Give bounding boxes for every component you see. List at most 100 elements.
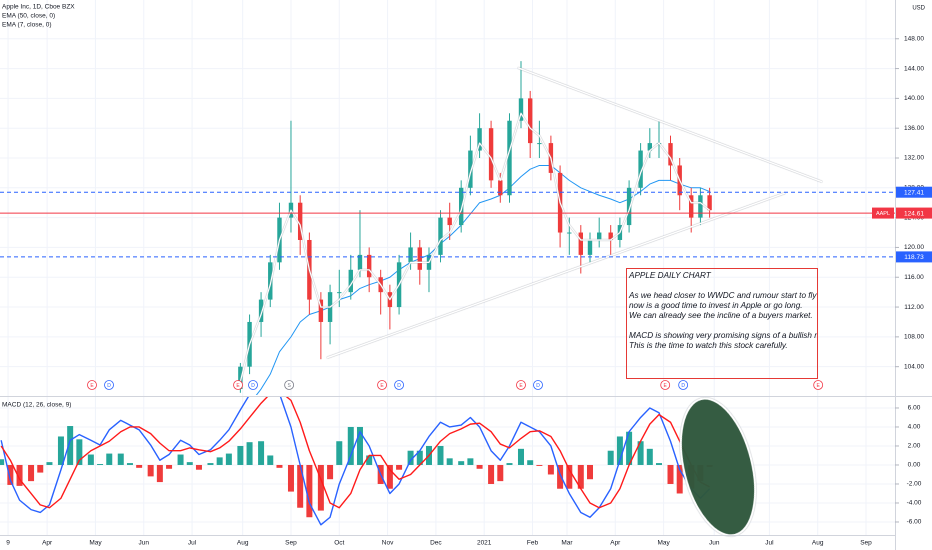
ema-line — [239, 112, 710, 382]
annotation-line: now is a good time to invest in Apple or… — [629, 301, 803, 310]
candle-body — [596, 232, 602, 240]
histogram-bar — [527, 460, 534, 465]
histogram-bar — [207, 463, 214, 465]
trendline — [517, 67, 823, 183]
legend-entry: EMA (50, close, 0) — [2, 13, 55, 20]
histogram-bar — [656, 463, 663, 465]
x-tick-label: Dec — [430, 540, 442, 547]
event-label: D — [107, 383, 111, 389]
y-tick-label: 4.00 — [908, 424, 921, 431]
event-marker — [516, 380, 526, 390]
x-tick-label: Sep — [285, 540, 297, 547]
candle-body — [498, 180, 503, 196]
candle-body — [527, 98, 533, 144]
histogram-bar — [517, 448, 524, 465]
x-tick-label: Oct — [334, 540, 344, 547]
histogram-bar — [458, 461, 465, 465]
y-tick-label: -2.00 — [907, 481, 922, 488]
histogram-bar — [336, 441, 343, 465]
histogram-bar — [195, 464, 202, 470]
y-tick-label: 136.00 — [904, 125, 924, 132]
histogram-bar — [566, 464, 573, 489]
y-tick-label: 108.00 — [904, 334, 924, 341]
histogram-bar — [216, 457, 223, 465]
x-tick-label: Nov — [382, 540, 394, 547]
currency: USD — [912, 6, 925, 12]
event-marker — [394, 380, 404, 390]
histogram-bar — [126, 463, 133, 465]
event-label: D — [681, 383, 685, 389]
y-tick-label: 2.00 — [908, 443, 921, 450]
candle-body — [698, 195, 703, 218]
event-marker — [284, 380, 295, 390]
event-marker — [87, 380, 97, 390]
candle-body — [468, 150, 473, 188]
candle-body — [578, 232, 583, 255]
annotation-line: As we head closer to WWDC and rumour sta… — [629, 291, 817, 300]
histogram-bar — [267, 455, 274, 465]
candle-body — [518, 98, 524, 121]
histogram-bar — [317, 464, 324, 511]
histogram-bar — [347, 426, 354, 465]
y-tick-label: 116.00 — [904, 274, 924, 281]
histogram-bar — [497, 464, 504, 482]
y-tick-label: 140.00 — [904, 95, 924, 102]
event-label: E — [519, 383, 523, 389]
histogram-bar — [87, 454, 94, 465]
candle-body — [488, 128, 494, 181]
candle-body — [357, 254, 363, 270]
candle-body — [318, 299, 324, 322]
drawing — [679, 397, 757, 537]
x-tick-label: Jul — [188, 540, 197, 547]
histogram-bar — [237, 445, 244, 465]
event-marker — [233, 380, 243, 390]
x-tick-label: May — [89, 540, 102, 547]
x-tick-label: Jun — [709, 540, 720, 547]
histogram-bar — [547, 464, 554, 475]
y-tick-label: -6.00 — [907, 519, 922, 526]
histogram-bar — [46, 462, 53, 465]
candle-body — [417, 247, 422, 270]
annotation-paragraph: As we head closer to WWDC and rumour sta… — [629, 291, 817, 321]
candle-body — [447, 217, 452, 226]
event-label: S — [287, 383, 291, 389]
candle-body — [537, 143, 542, 145]
histogram-bar — [276, 464, 283, 468]
histogram-bar — [106, 453, 113, 465]
histogram-bar — [225, 453, 232, 465]
histogram-bar — [488, 464, 495, 484]
price-label: 118.73 — [904, 254, 924, 261]
x-tick-label: Jun — [139, 540, 150, 547]
event-marker — [104, 380, 114, 390]
event-label: D — [536, 383, 540, 389]
candle-body — [638, 150, 643, 188]
event-marker — [678, 380, 689, 390]
annotation-line: We can already see the incline of a buye… — [629, 311, 813, 320]
event-marker — [813, 380, 824, 390]
y-tick-label: 144.00 — [904, 65, 924, 72]
price-label-box — [896, 207, 932, 219]
x-tick-label: May — [657, 540, 670, 547]
candle-body — [707, 195, 712, 211]
histogram-bar — [637, 441, 644, 465]
x-tick-label: Aug — [812, 540, 824, 547]
histogram-bar — [366, 455, 373, 465]
event-label: D — [251, 383, 255, 389]
histogram-bar — [586, 464, 593, 480]
candle-body — [689, 195, 694, 218]
event-marker — [248, 380, 258, 390]
candle-body — [238, 366, 243, 390]
candle-body — [567, 232, 572, 234]
x-tick-label: 9 — [6, 540, 10, 547]
macd-line — [0, 397, 711, 526]
y-tick-label: 120.00 — [904, 244, 924, 251]
y-tick-label: -4.00 — [907, 500, 922, 507]
x-tick-label: Aug — [237, 540, 249, 547]
histogram-bar — [557, 464, 564, 489]
y-tick-label: 148.00 — [904, 35, 924, 42]
candle-body — [438, 217, 443, 255]
histogram-bar — [356, 426, 363, 465]
histogram-bar — [246, 442, 253, 465]
histogram-bar — [166, 464, 173, 469]
event-label: E — [380, 383, 384, 389]
